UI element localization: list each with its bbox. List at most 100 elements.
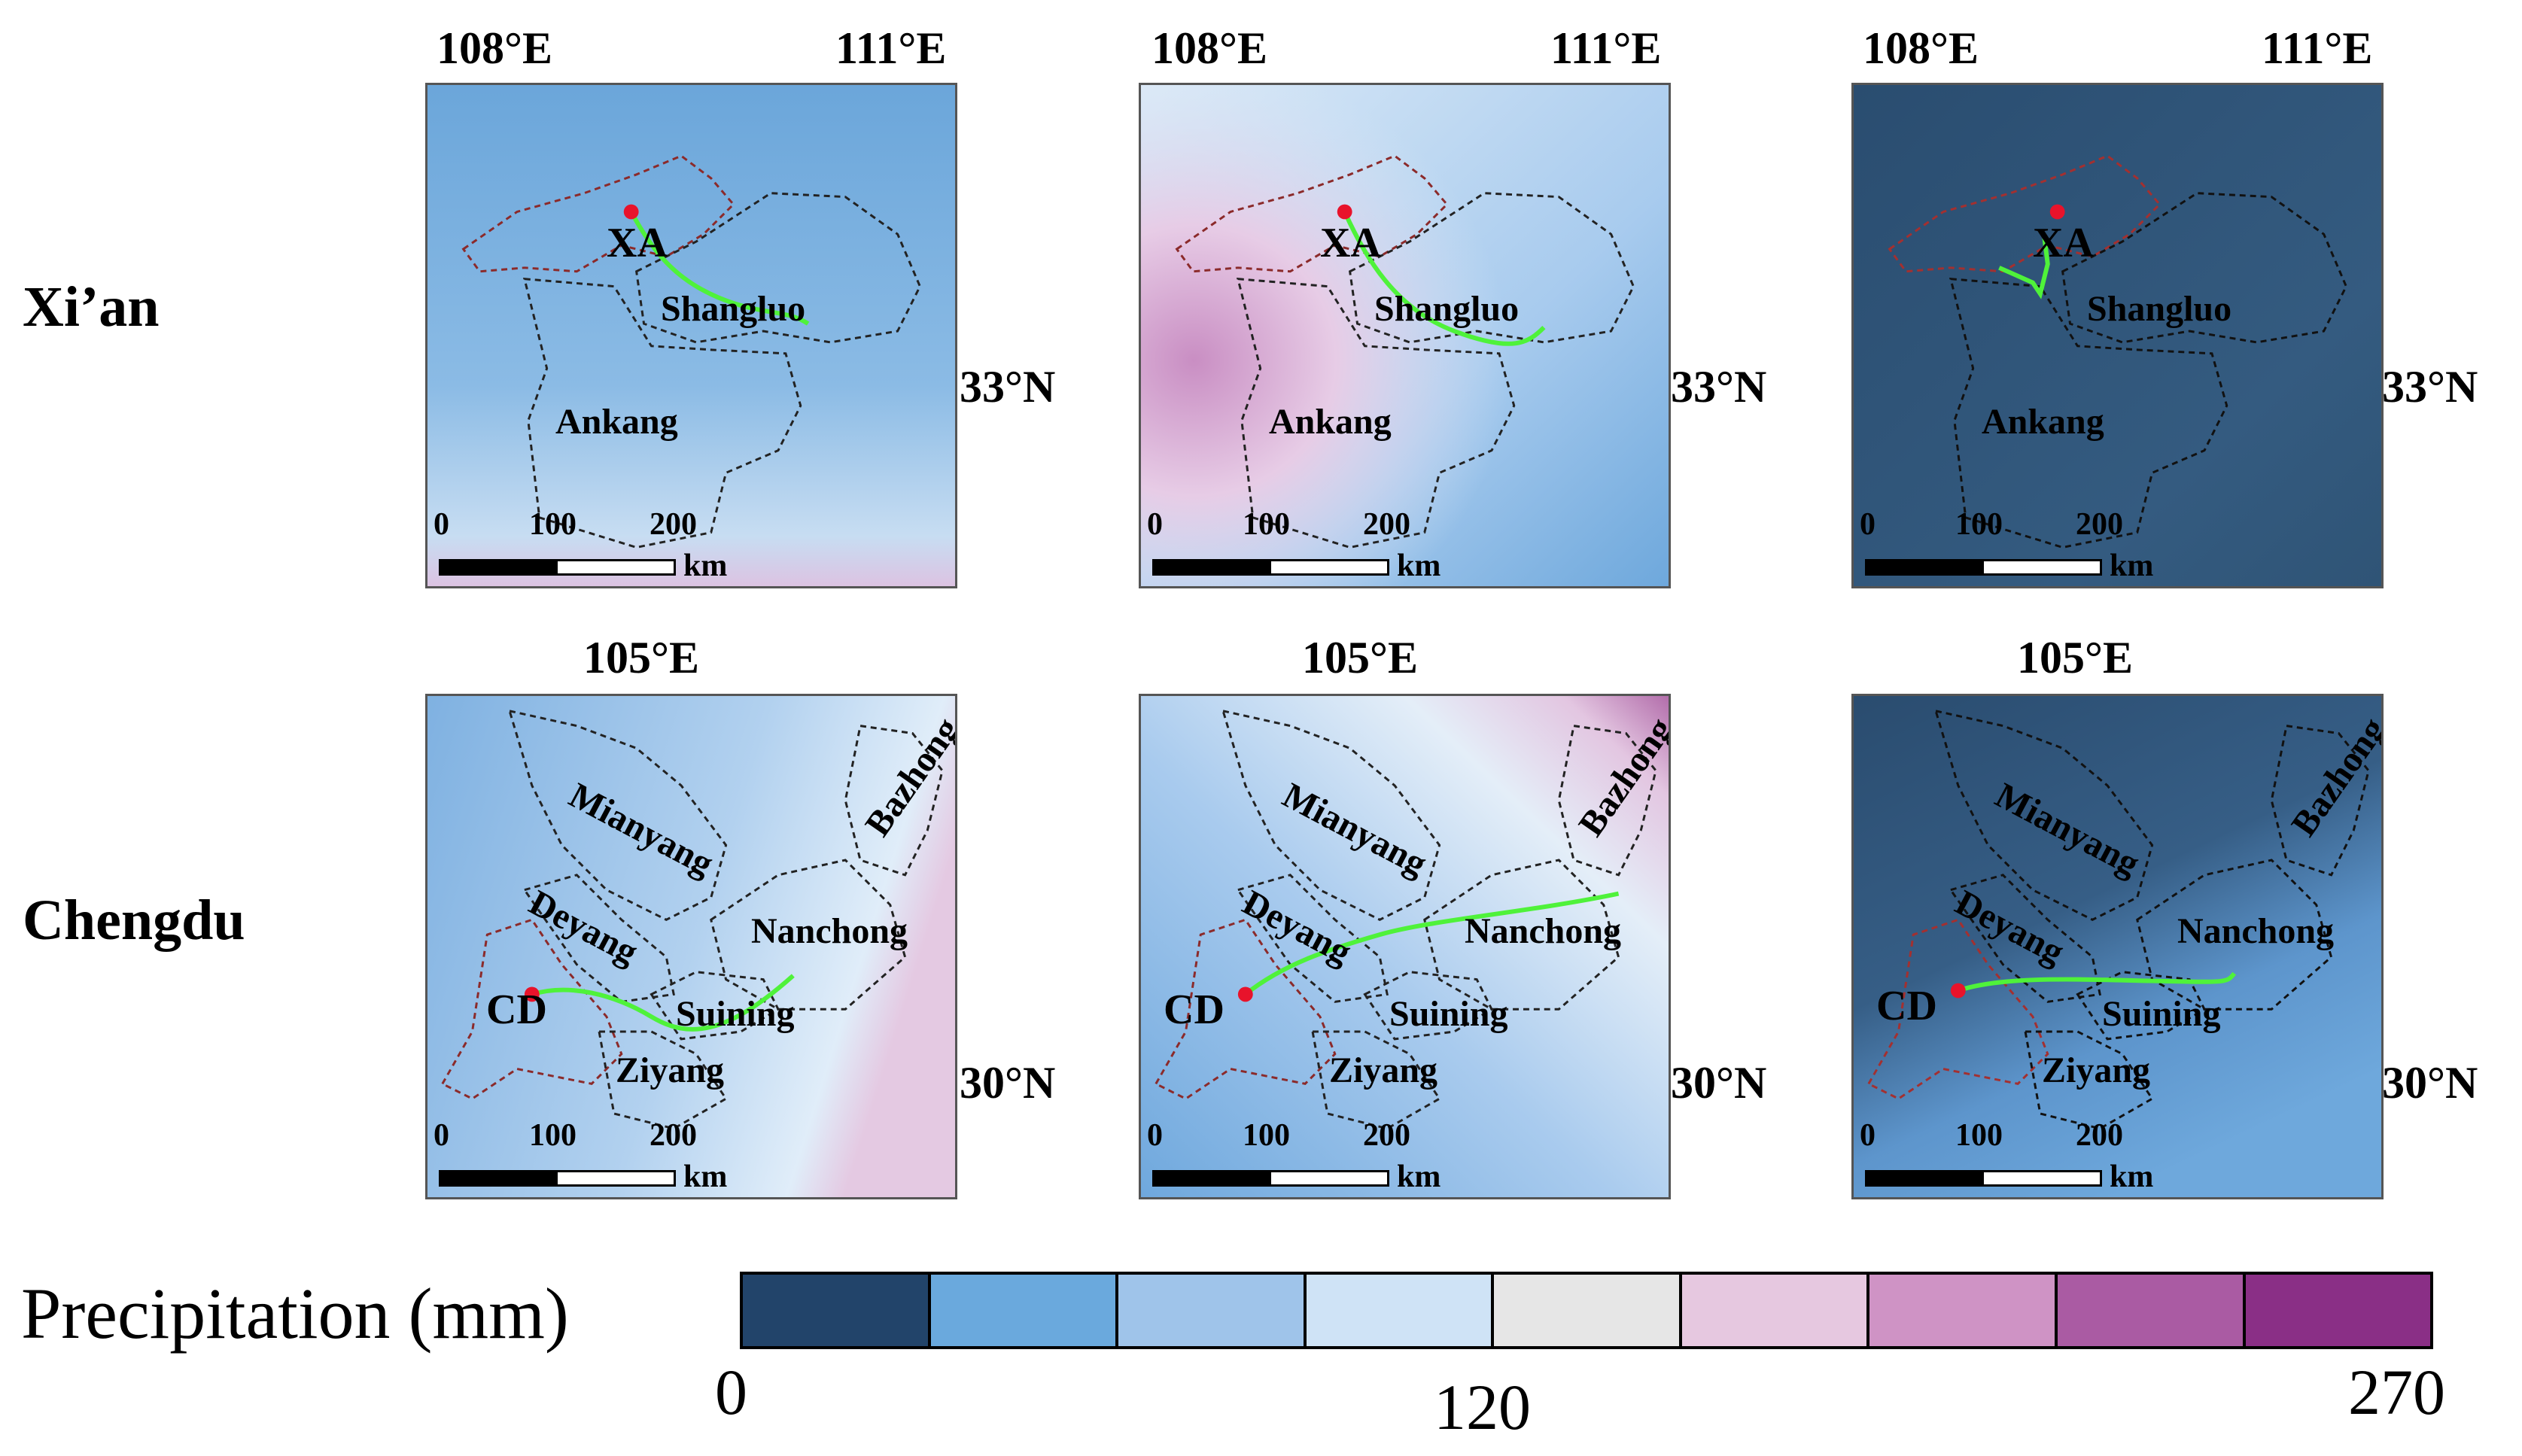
scale-bar xyxy=(1152,559,1389,576)
label-shangluo: Shangluo xyxy=(1374,289,1520,329)
trajectory-line xyxy=(531,974,795,1032)
label-xa: XA xyxy=(607,220,668,266)
suining-boundary xyxy=(2076,971,2206,1041)
city-marker xyxy=(524,986,540,1002)
label-xa: XA xyxy=(1320,220,1381,266)
scale-100: 100 xyxy=(1243,1118,1290,1153)
scale-bar xyxy=(1865,1170,2102,1187)
label-xa: XA xyxy=(2033,220,2094,266)
lon-label-108-p3: 108°E xyxy=(1863,23,1979,73)
label-ankang: Ankang xyxy=(555,402,678,442)
scale-200: 200 xyxy=(650,507,697,542)
scale-bar xyxy=(1152,1170,1389,1187)
legend-color-bar xyxy=(740,1272,2433,1349)
lon-label-108-p2: 108°E xyxy=(1151,23,1268,73)
legend-mid: 120 xyxy=(1434,1371,1531,1443)
legend-swatch-7 xyxy=(1869,1275,2058,1346)
scale-unit: km xyxy=(1397,1160,1441,1194)
legend-swatch-2 xyxy=(930,1275,1119,1346)
label-ziyang: Ziyang xyxy=(616,1050,725,1090)
ankang-boundary xyxy=(1949,278,2228,549)
trajectory-line xyxy=(1998,233,2050,299)
shangluo-boundary xyxy=(634,192,922,344)
label-nanchong: Nanchong xyxy=(2177,911,2335,951)
city-marker xyxy=(1337,204,1352,220)
xian-boundary xyxy=(461,154,735,273)
lon-label-105-p6: 105°E xyxy=(2017,633,2134,682)
scale-0: 0 xyxy=(1147,507,1163,542)
scale-200: 200 xyxy=(1363,1118,1410,1153)
lat-label-33-p2: 33°N xyxy=(1671,362,1767,412)
city-marker xyxy=(2049,204,2065,220)
label-ziyang: Ziyang xyxy=(2042,1050,2151,1090)
deyang-boundary xyxy=(1949,874,2101,1003)
scale-unit: km xyxy=(683,549,728,583)
legend-swatch-4 xyxy=(1306,1275,1495,1346)
label-cd: CD xyxy=(1876,983,1937,1029)
legend-swatch-5 xyxy=(1494,1275,1682,1346)
lat-label-30-p6: 30°N xyxy=(2382,1058,2478,1108)
map-panel-xian-2: XA Shangluo Ankang 0 100 200 km xyxy=(1139,83,1671,588)
label-cd: CD xyxy=(486,986,547,1033)
legend-swatch-1 xyxy=(743,1275,931,1346)
label-shangluo: Shangluo xyxy=(2087,289,2232,329)
legend-title: Precipitation (mm) xyxy=(21,1273,569,1354)
trajectory-line xyxy=(629,211,810,326)
chengdu-boundary xyxy=(440,918,623,1100)
ziyang-boundary xyxy=(2024,1030,2154,1130)
scale-0: 0 xyxy=(434,1118,449,1153)
scale-200: 200 xyxy=(2076,507,2123,542)
label-cd: CD xyxy=(1164,986,1224,1033)
scale-0: 0 xyxy=(1860,507,1876,542)
scale-200: 200 xyxy=(1363,507,1410,542)
terrain-map xyxy=(1141,696,1669,1197)
lon-label-108-p1: 108°E xyxy=(437,23,553,73)
map-panel-chengdu-2: CD Mianyang Deyang Suining Ziyang Nancho… xyxy=(1139,694,1671,1199)
chengdu-boundary xyxy=(1866,918,2049,1100)
label-suining: Suining xyxy=(1389,994,1508,1034)
scale-100: 100 xyxy=(1955,507,2003,542)
suining-boundary xyxy=(650,971,780,1041)
suining-boundary xyxy=(1363,971,1493,1041)
chengdu-boundary xyxy=(1154,918,1337,1100)
legend-swatch-3 xyxy=(1118,1275,1307,1346)
city-marker xyxy=(1237,986,1253,1002)
scale-200: 200 xyxy=(2076,1118,2123,1153)
lon-label-105-p5: 105°E xyxy=(1302,633,1419,682)
lat-label-33-p3: 33°N xyxy=(2382,362,2478,412)
map-panel-chengdu-3: CD Mianyang Deyang Suining Ziyang Nancho… xyxy=(1851,694,2384,1199)
label-ankang: Ankang xyxy=(1982,402,2104,442)
scale-200: 200 xyxy=(650,1118,697,1153)
legend-max: 270 xyxy=(2348,1356,2445,1428)
city-marker xyxy=(623,204,639,220)
row-label-chengdu: Chengdu xyxy=(23,889,245,952)
city-marker xyxy=(1950,983,1966,999)
deyang-boundary xyxy=(522,874,675,1003)
nanchong-boundary xyxy=(1423,859,1620,1011)
legend-swatch-9 xyxy=(2245,1275,2431,1346)
terrain-map xyxy=(427,696,955,1197)
xian-boundary xyxy=(1888,154,2161,273)
scale-unit: km xyxy=(1397,549,1441,583)
scale-bar xyxy=(439,1170,676,1187)
scale-unit: km xyxy=(2110,1160,2154,1194)
legend-min: 0 xyxy=(715,1356,747,1428)
terrain-map xyxy=(1141,85,1669,586)
lat-label-30-p5: 30°N xyxy=(1671,1058,1767,1108)
lon-label-105-p4: 105°E xyxy=(583,633,700,682)
map-panel-xian-1: XA Shangluo Ankang 0 100 200 km xyxy=(425,83,957,588)
scale-100: 100 xyxy=(1243,507,1290,542)
map-panel-xian-3: XA Shangluo Ankang 0 100 200 km xyxy=(1851,83,2384,588)
scale-100: 100 xyxy=(529,507,577,542)
ankang-boundary xyxy=(522,278,802,549)
trajectory-line xyxy=(1342,211,1546,346)
row-label-xian: Xi’an xyxy=(23,275,160,339)
label-suining: Suining xyxy=(676,994,795,1034)
scale-100: 100 xyxy=(1955,1118,2003,1153)
label-nanchong: Nanchong xyxy=(1465,911,1622,951)
lon-label-111-p1: 111°E xyxy=(835,23,947,73)
lat-label-30-p4: 30°N xyxy=(960,1058,1056,1108)
terrain-map xyxy=(1854,696,2381,1197)
map-panel-chengdu-1: CD Mianyang Deyang Suining Ziyang Nancho… xyxy=(425,694,957,1199)
label-ankang: Ankang xyxy=(1269,402,1392,442)
